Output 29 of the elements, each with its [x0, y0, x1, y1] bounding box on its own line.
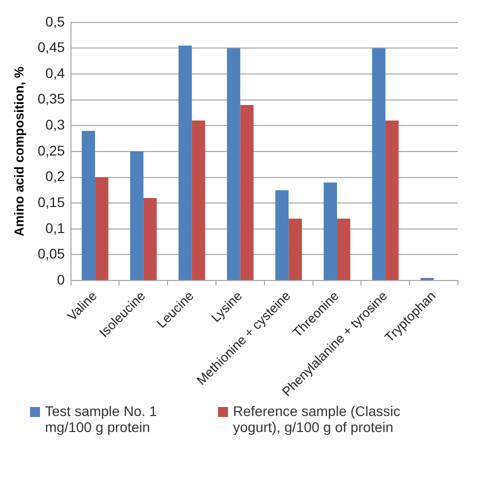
legend-label: Reference sample (Classic yogurt), g/100 g of protein — [233, 403, 402, 435]
y-tick-label: 0,35 — [38, 90, 66, 107]
bar — [95, 177, 108, 280]
bar — [324, 182, 338, 280]
bar — [420, 278, 434, 280]
y-tick-label: 0,5 — [45, 13, 66, 30]
bar — [192, 120, 206, 280]
y-tick-label: 0,2 — [45, 168, 66, 184]
bar — [82, 130, 96, 280]
y-axis-title: Amino acid composition, % — [11, 66, 26, 236]
bar — [337, 218, 350, 280]
bar — [385, 120, 399, 280]
y-tick-label: 0,1 — [45, 220, 66, 236]
bar — [372, 48, 386, 280]
bar — [143, 198, 157, 280]
y-tick-label: 0,45 — [38, 39, 66, 56]
y-tick-label: 0 — [57, 271, 66, 288]
y-tick-label: 0,3 — [45, 116, 66, 133]
y-tick-label: 0,05 — [38, 246, 66, 262]
bar — [130, 151, 144, 280]
y-tick-label: 0,4 — [45, 64, 66, 81]
bar — [288, 218, 302, 280]
bar — [178, 46, 192, 280]
legend-label: Test sample No. 1 mg/100 g protein — [45, 403, 158, 435]
bar — [226, 48, 240, 280]
bar — [275, 190, 289, 280]
y-tick-label: 0,15 — [38, 194, 66, 210]
bar — [240, 105, 254, 280]
y-tick-label: 0,25 — [38, 142, 66, 158]
